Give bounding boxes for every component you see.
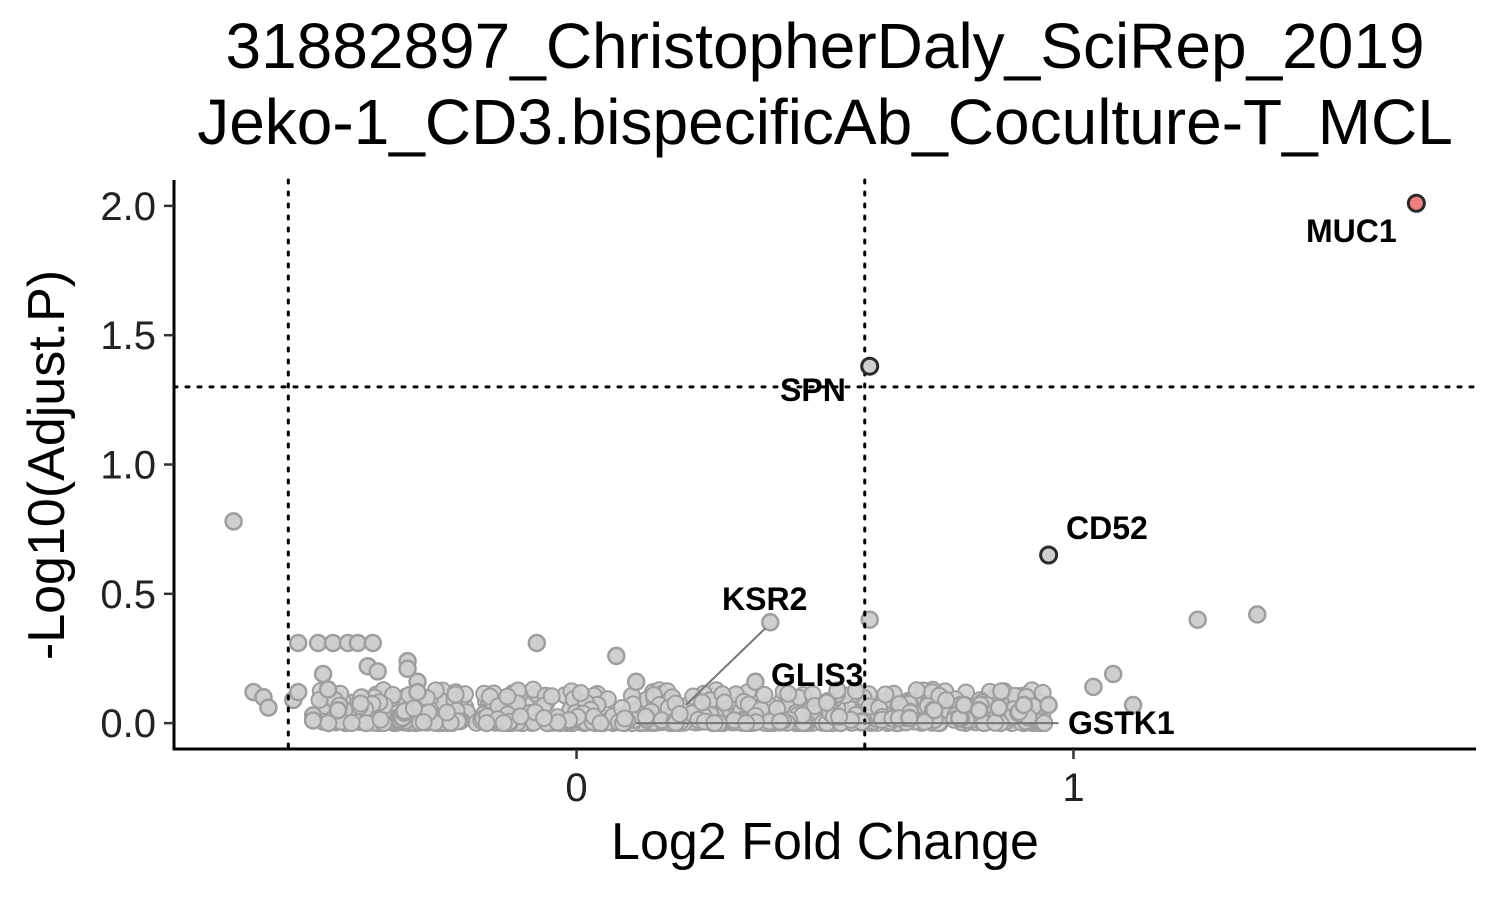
data-point: [328, 700, 348, 720]
data-point: [446, 685, 465, 704]
background-points: [224, 512, 1267, 730]
data-point: [636, 707, 655, 726]
data-point: [224, 512, 243, 531]
x-tick-label: 0: [565, 766, 587, 810]
data-point: [414, 713, 433, 732]
data-point: [527, 633, 547, 653]
ksr2-leader-line: [685, 627, 767, 706]
chart-title-line-1: 31882897_ChristopherDaly_SciRep_2019: [225, 10, 1425, 82]
data-point: [693, 693, 712, 712]
gene-label-cd52: CD52: [1066, 510, 1148, 546]
data-point: [303, 711, 323, 730]
data-point: [779, 684, 798, 703]
data-point: [318, 680, 338, 699]
gene-label-glis3: GLIS3: [771, 657, 863, 693]
gene-label-gstk1: GSTK1: [1068, 705, 1175, 741]
data-point: [1014, 695, 1034, 715]
data-point: [876, 685, 895, 704]
data-point: [542, 687, 561, 706]
gene-label-ksr2: KSR2: [722, 581, 807, 617]
data-point: [498, 687, 517, 706]
data-point: [398, 659, 417, 679]
data-point: [437, 703, 456, 722]
data-point: [363, 633, 383, 653]
data-point: [348, 633, 368, 653]
data-point: [571, 684, 590, 703]
data-point: [323, 633, 343, 653]
data-point: [368, 662, 387, 681]
data-point: [900, 708, 919, 728]
data-point: [408, 682, 427, 702]
data-point: [477, 714, 496, 733]
y-tick-label: 1.0: [100, 444, 156, 488]
data-point: [615, 709, 634, 728]
gene-label-muc1: MUC1: [1306, 213, 1397, 249]
data-point: [969, 700, 989, 720]
data-point: [1039, 695, 1058, 715]
data-point: [937, 691, 956, 710]
data-point: [830, 707, 848, 726]
data-point: [925, 700, 944, 720]
data-point: [1188, 610, 1207, 629]
data-point: [535, 709, 553, 728]
chart-title-line-2: Jeko-1_CD3.bispecificAb_Coculture-T_MCL: [197, 86, 1453, 158]
data-point: [1123, 695, 1143, 715]
data-point: [511, 707, 530, 726]
data-point: [828, 681, 847, 700]
data-point: [288, 682, 308, 702]
data-point: [746, 672, 765, 692]
data-point: [351, 694, 370, 713]
data-point: [761, 613, 780, 632]
data-point: [907, 681, 926, 700]
gene-label-spn: SPN: [780, 372, 846, 408]
data-point: [1084, 677, 1103, 697]
y-tick-label: 2.0: [100, 185, 156, 229]
data-point: [989, 698, 1009, 717]
x-tick-label: 1: [1062, 766, 1084, 810]
data-point: [371, 710, 390, 729]
data-point: [755, 685, 774, 704]
data-point: [591, 714, 610, 733]
data-point: [817, 693, 836, 712]
data-point: [715, 693, 734, 712]
y-tick-label: 0.0: [100, 702, 156, 746]
data-point: [771, 712, 790, 731]
y-tick-label: 0.5: [100, 573, 156, 617]
data-point: [1103, 664, 1123, 684]
data-point: [404, 699, 423, 718]
y-tick-label: 1.5: [100, 314, 156, 358]
data-point: [313, 664, 333, 684]
highlighted-point-cd52: [1039, 545, 1059, 565]
data-point: [494, 714, 513, 732]
data-point: [308, 633, 328, 653]
x-axis-label: Log2 Fold Change: [611, 813, 1039, 871]
data-point: [992, 682, 1011, 701]
data-point: [1248, 605, 1267, 624]
data-point: [607, 646, 626, 666]
y-axis-label: -Log10(Adjust.P): [18, 269, 76, 661]
data-point: [670, 705, 689, 723]
data-point: [342, 714, 361, 732]
data-point: [846, 682, 865, 700]
data-point: [626, 672, 646, 692]
data-point: [954, 695, 974, 715]
data-point: [259, 698, 278, 717]
highlighted-point-muc1: [1406, 193, 1426, 213]
data-point: [288, 633, 308, 653]
highlighted-point-spn: [860, 356, 880, 376]
